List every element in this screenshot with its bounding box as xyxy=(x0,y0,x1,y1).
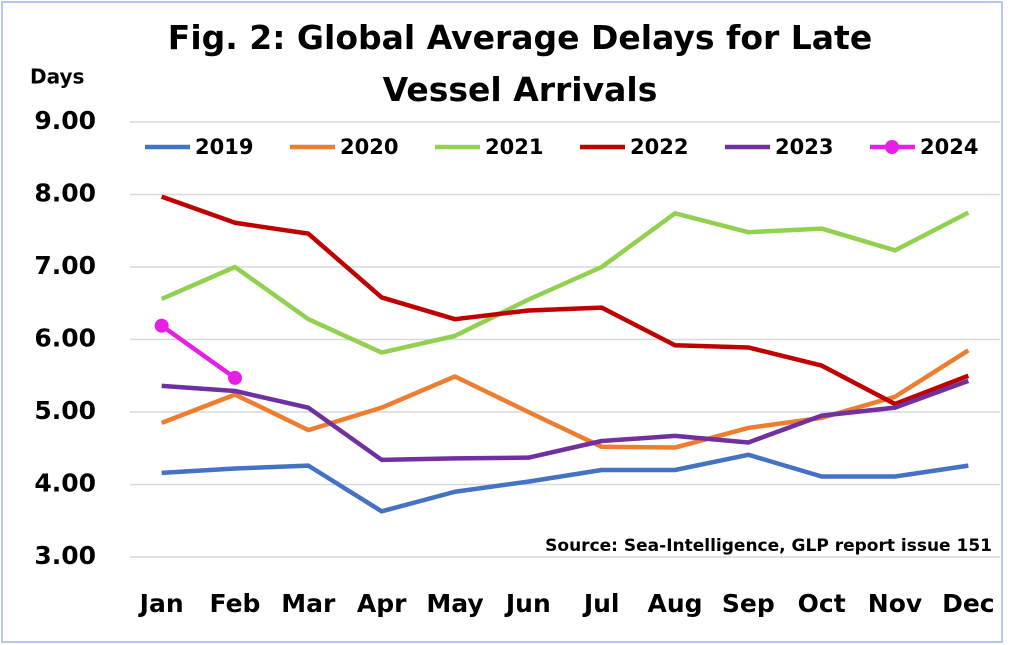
legend-marker xyxy=(885,140,899,154)
series-line xyxy=(160,210,970,355)
series-line xyxy=(160,348,970,450)
y-tick-label: 4.00 xyxy=(34,469,96,498)
legend-label: 2021 xyxy=(485,135,543,159)
x-tick-label: Dec xyxy=(942,589,995,618)
y-tick-label: 9.00 xyxy=(34,106,96,135)
series-line xyxy=(161,452,969,514)
y-tick-label: 6.00 xyxy=(34,324,96,353)
y-tick-label: 5.00 xyxy=(34,396,96,425)
legend-label: 2020 xyxy=(340,135,398,159)
x-tick-label: Jun xyxy=(504,589,551,618)
legend-label: 2023 xyxy=(775,135,833,159)
x-tick-label: May xyxy=(426,589,483,618)
series-line xyxy=(160,194,970,407)
series-line xyxy=(161,378,970,463)
y-tick-label: 8.00 xyxy=(34,179,96,208)
x-tick-label: Jan xyxy=(138,589,184,618)
legend-label: 2022 xyxy=(630,135,688,159)
point xyxy=(154,318,169,333)
y-axis-label: Days xyxy=(30,65,84,89)
x-tick-label: Sep xyxy=(722,589,775,618)
legend-label: 2024 xyxy=(920,135,978,159)
y-tick-label: 7.00 xyxy=(34,251,96,280)
x-tick-label: Jul xyxy=(582,589,620,618)
point xyxy=(228,370,242,385)
chart-title: Fig. 2: Global Average Delays for Late V… xyxy=(167,18,873,109)
x-tick-label: Feb xyxy=(210,589,261,618)
legend-label: 2019 xyxy=(195,135,253,159)
series-line xyxy=(160,323,237,380)
x-tick-label: Apr xyxy=(357,589,407,618)
y-tick-label: 3.00 xyxy=(34,541,96,570)
x-tick-label: Aug xyxy=(647,589,702,618)
x-tick-label: Oct xyxy=(798,589,846,618)
x-tick-label: Nov xyxy=(868,589,922,618)
source-note: Source: Sea-Intelligence, GLP report iss… xyxy=(545,536,992,556)
x-tick-label: Mar xyxy=(281,589,336,618)
